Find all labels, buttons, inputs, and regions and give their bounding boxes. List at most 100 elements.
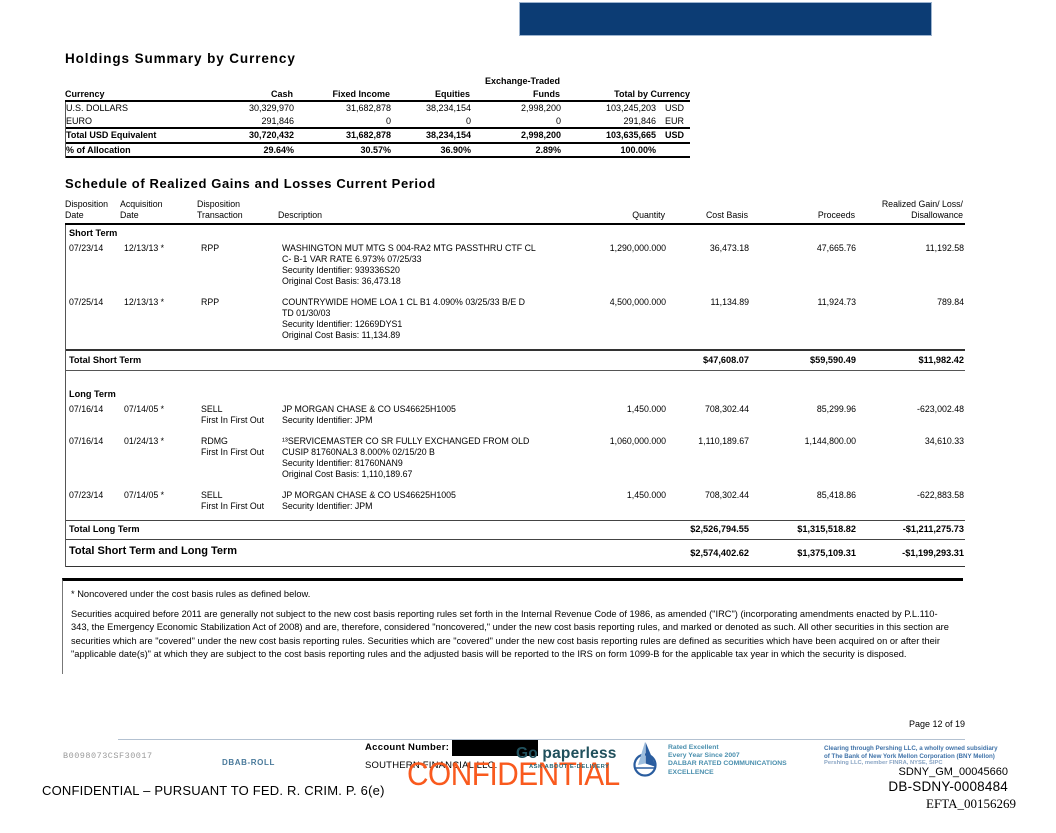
total-proceeds: $1,315,518.82 <box>797 524 856 534</box>
document-control-number: B0098073CSF30017 <box>63 751 153 761</box>
currency-name: EURO <box>66 115 93 126</box>
total-label: Total Long Term <box>69 524 140 534</box>
header-equities: Equities <box>434 88 470 99</box>
holdings-total-row: Total USD Equivalent 30,720,432 31,682,8… <box>66 129 690 144</box>
currency-code: EUR <box>665 115 685 126</box>
confidential-footer-line: CONFIDENTIAL – PURSUANT TO FED. R. CRIM.… <box>42 783 385 798</box>
header-funds: Funds <box>533 88 560 99</box>
disposition-date: 07/23/14 <box>69 243 104 253</box>
cash-value: 291,846 <box>261 115 294 126</box>
disposition-date: 07/25/14 <box>69 297 104 307</box>
proceeds: 85,299.96 <box>816 403 856 414</box>
footnote-box: * Noncovered under the cost basis rules … <box>62 578 963 674</box>
cash-pct: 29.64% <box>263 144 294 155</box>
total-value: 291,846 <box>623 115 656 126</box>
gains-title: Schedule of Realized Gains and Losses Cu… <box>65 176 436 191</box>
holdings-title: Holdings Summary by Currency <box>65 51 296 66</box>
holdings-row-euro: EURO 291,846 0 0 0 291,846 EUR <box>66 115 690 129</box>
proceeds: 47,665.76 <box>816 243 856 253</box>
acquisition-date: 12/13/13 * <box>124 243 165 253</box>
gains-header-row: Disposition Date Acquisition Date Dispos… <box>65 199 965 225</box>
header-disposition-date: Disposition Date <box>65 199 109 220</box>
account-number-label: Account Number: <box>365 742 450 753</box>
header-cash: Cash <box>270 88 293 99</box>
holdings-header-row-1: Exchange-Traded <box>65 75 690 88</box>
equities-value: 38,234,154 <box>425 103 471 113</box>
quantity: 1,060,000.000 <box>609 435 666 446</box>
realized-gain: 11,192.58 <box>925 243 964 253</box>
section-label-short-term: Short Term <box>69 228 118 238</box>
section-label-long-term: Long Term <box>69 388 116 399</box>
grand-total-gain: -$1,199,293.31 <box>902 548 964 558</box>
realized-gain: 34,610.33 <box>924 435 964 446</box>
equities-value: 0 <box>465 115 471 126</box>
quantity: 1,290,000.000 <box>609 243 666 253</box>
header-quantity: Quantity <box>632 210 665 220</box>
header-proceeds: Proceeds <box>817 210 855 220</box>
gains-row: 07/25/14 12/13/13 * RPP COUNTRYWIDE HOME… <box>66 295 965 349</box>
dalbar-rating-text: Rated Excellent Every Year Since 2007 DA… <box>668 744 787 776</box>
transaction-cell: RPP <box>201 243 220 253</box>
cash-value: 30,329,970 <box>248 103 294 113</box>
cost-basis: 708,302.44 <box>704 403 749 414</box>
description-cell: JP MORGAN CHASE & CO US46625H1005 Securi… <box>282 403 456 425</box>
header-fixed-income: Fixed Income <box>332 88 390 99</box>
header-realized-gain: Realized Gain/ Loss/ Disallowance <box>881 199 963 220</box>
holdings-summary-section: Holdings Summary by Currency Exchange-Tr… <box>65 51 690 158</box>
total-label: Total USD Equivalent <box>66 130 157 140</box>
acquisition-date: 07/14/05 * <box>124 403 165 414</box>
grand-total-row: Total Short Term and Long Term $2,574,40… <box>66 540 965 567</box>
confidential-stamp: CONFIDENTIAL <box>407 756 620 792</box>
funds-value: 0 <box>555 115 561 126</box>
transaction-cell: SELL First In First Out <box>201 489 265 511</box>
description-cell: ¹³SERVICEMASTER CO SR FULLY EXCHANGED FR… <box>282 435 530 479</box>
grand-total-label: Total Short Term and Long Term <box>69 545 238 557</box>
total-gain: -$1,211,275.73 <box>902 524 964 534</box>
description-cell: COUNTRYWIDE HOME LOA 1 CL B1 4.090% 03/2… <box>282 297 525 340</box>
gains-row: 07/16/14 01/24/13 * RDMG First In First … <box>66 434 965 488</box>
footnote-paragraph: Securities acquired before 2011 are gene… <box>71 609 949 660</box>
total-cost-basis: $47,608.07 <box>703 354 749 365</box>
header-acquisition-date: Acquisition Date <box>120 199 163 220</box>
quantity: 1,450.000 <box>626 403 666 414</box>
proceeds: 1,144,800.00 <box>804 435 856 446</box>
proceeds: 85,418.86 <box>816 489 856 500</box>
disposition-date: 07/23/14 <box>69 489 104 500</box>
fixed-income-value: 31,682,878 <box>345 103 391 113</box>
cost-basis: 11,134.89 <box>710 297 749 307</box>
funds-pct: 2.89% <box>535 144 561 155</box>
fixed-income-pct: 30.57% <box>360 144 391 155</box>
cost-basis: 708,302.44 <box>704 489 749 500</box>
total-label: Total Short Term <box>69 354 142 365</box>
cost-basis: 1,110,189.67 <box>698 435 749 446</box>
grand-total-cost-basis: $2,574,402.62 <box>690 548 749 558</box>
header-etf-line1: Exchange-Traded <box>484 76 560 86</box>
description-cell: JP MORGAN CHASE & CO US46625H1005 Securi… <box>282 489 456 511</box>
holdings-header-row-2: Currency Cash Fixed Income Equities Fund… <box>65 88 690 101</box>
disposition-date: 07/16/14 <box>69 435 104 446</box>
grand-total-value: 103,635,665 <box>605 130 656 140</box>
cost-basis: 36,473.18 <box>709 243 749 253</box>
header-total-by-currency: Total by Currency <box>614 88 690 99</box>
bates-number-db-sdny: DB-SDNY-0008484 <box>888 779 1008 794</box>
go-paperless-subtext: ASK ABOUT E-DELIVERY <box>529 764 610 770</box>
quantity: 1,450.000 <box>626 489 666 500</box>
dalbar-sailboat-icon <box>627 740 663 783</box>
funds-value: 2,998,200 <box>520 103 561 113</box>
realized-gain: 789.84 <box>937 297 964 307</box>
currency-name: U.S. DOLLARS <box>66 103 129 113</box>
holdings-row-usd: U.S. DOLLARS 30,329,970 31,682,878 38,23… <box>66 102 690 115</box>
acquisition-date: 12/13/13 * <box>124 297 165 307</box>
currency-code: USD <box>665 130 685 140</box>
equities-pct: 36.90% <box>440 144 471 155</box>
account-number-redaction-bar <box>452 740 538 756</box>
disposition-date: 07/16/14 <box>69 403 104 414</box>
fixed-income-total: 31,682,878 <box>345 130 391 140</box>
top-redaction-bar <box>519 2 932 36</box>
page-number: Page 12 of 19 <box>908 719 965 729</box>
realized-gains-section: Schedule of Realized Gains and Losses Cu… <box>65 176 965 567</box>
transaction-cell: SELL First In First Out <box>201 403 265 425</box>
description-cell: WASHINGTON MUT MTG S 004-RA2 MTG PASSTHR… <box>282 243 536 286</box>
footnote-asterisk: * Noncovered under the cost basis rules … <box>71 589 311 599</box>
